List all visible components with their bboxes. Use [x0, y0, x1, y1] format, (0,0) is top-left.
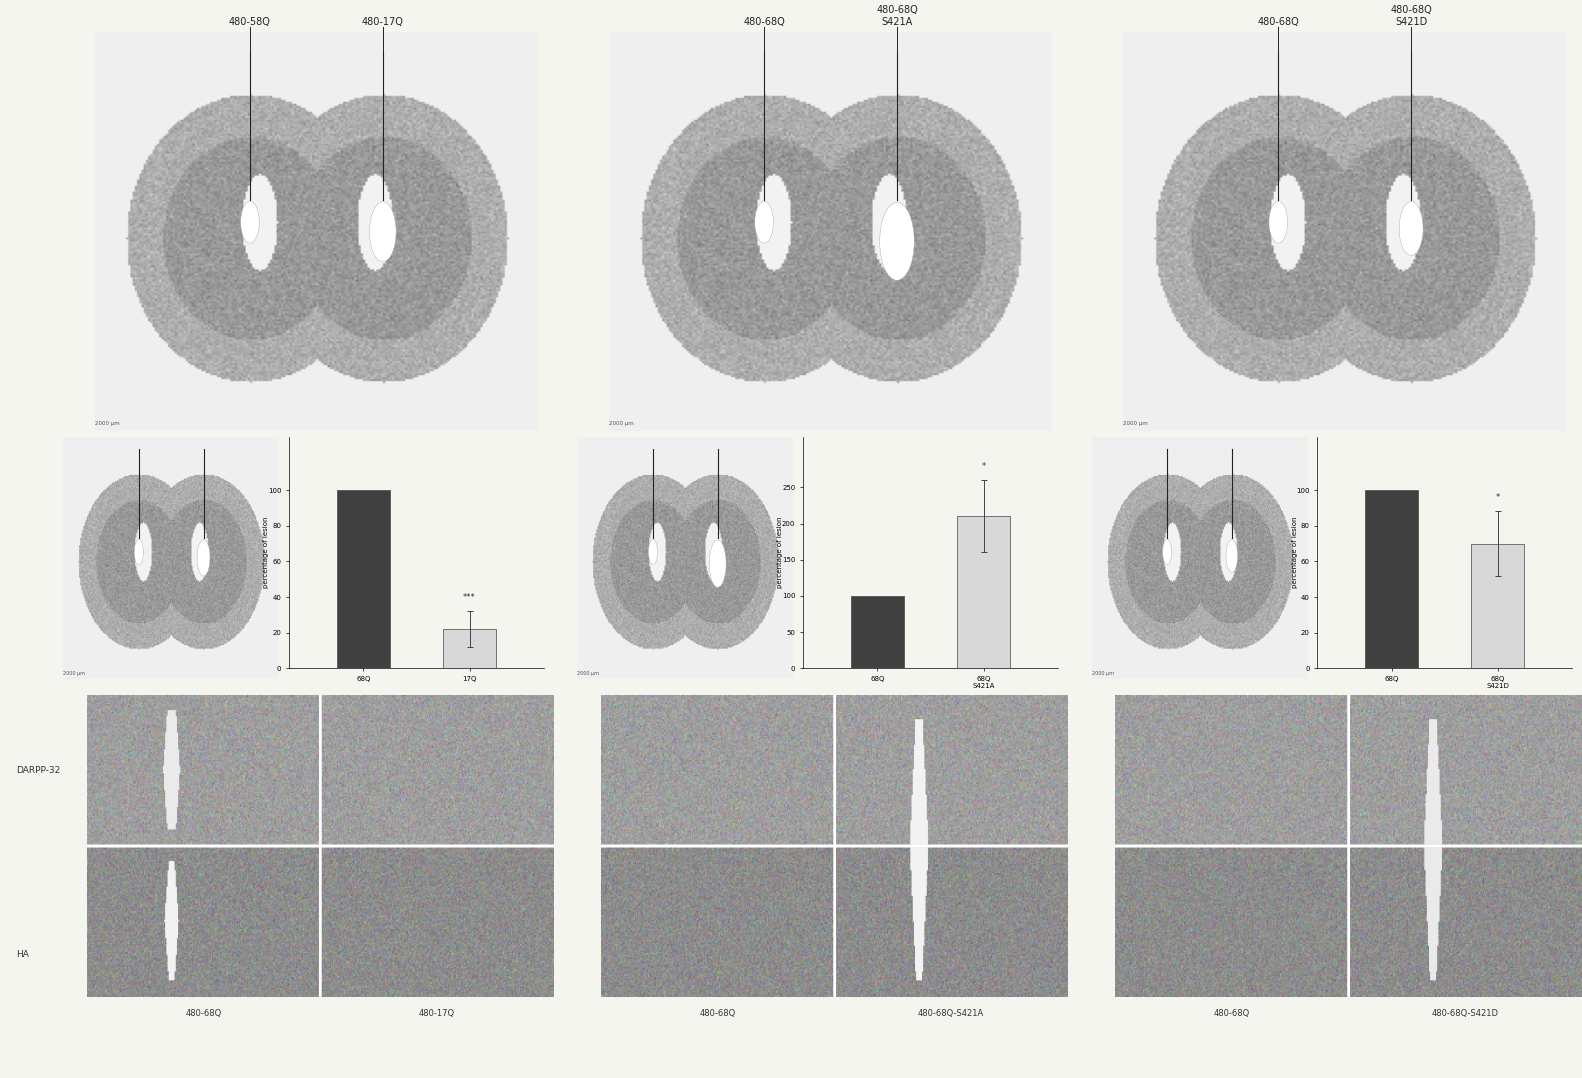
Text: DARPP-32: DARPP-32: [16, 766, 60, 775]
Text: 480-17Q: 480-17Q: [362, 17, 403, 27]
Text: ***: ***: [464, 593, 476, 602]
Ellipse shape: [1398, 202, 1424, 255]
Text: 2000 μm: 2000 μm: [609, 420, 634, 426]
Ellipse shape: [370, 202, 396, 262]
Ellipse shape: [755, 202, 774, 244]
Bar: [1365, 490, 1417, 668]
Ellipse shape: [198, 540, 210, 576]
Text: 2000 μm: 2000 μm: [1123, 420, 1149, 426]
Text: 480-68Q
S421A: 480-68Q S421A: [876, 5, 918, 27]
Ellipse shape: [1163, 539, 1172, 565]
Bar: [957, 516, 1011, 668]
Bar: [337, 490, 389, 668]
Text: 480-68Q: 480-68Q: [185, 1009, 221, 1019]
Text: 480-68Q: 480-68Q: [1258, 17, 1299, 27]
Y-axis label: percentage of lesion: percentage of lesion: [777, 516, 783, 589]
Ellipse shape: [240, 202, 259, 244]
Text: 480-68Q: 480-68Q: [1213, 1009, 1250, 1019]
Text: HA: HA: [16, 950, 28, 958]
Text: 480-68Q
S421D: 480-68Q S421D: [1391, 5, 1432, 27]
Text: *: *: [981, 461, 986, 471]
Text: 480-58Q: 480-58Q: [229, 17, 271, 27]
Text: 480-17Q: 480-17Q: [419, 1009, 456, 1019]
Text: 480-68Q: 480-68Q: [699, 1009, 736, 1019]
Y-axis label: percentage of lesion: percentage of lesion: [1291, 516, 1297, 589]
Text: 480-68Q: 480-68Q: [744, 17, 785, 27]
Text: 2000 μm: 2000 μm: [95, 420, 120, 426]
Ellipse shape: [134, 539, 144, 565]
Bar: [851, 596, 903, 668]
Text: 2000 μm: 2000 μm: [1092, 671, 1114, 676]
Text: *: *: [1495, 494, 1500, 502]
Ellipse shape: [1269, 202, 1288, 244]
Bar: [1471, 543, 1525, 668]
Bar: [443, 630, 497, 668]
Ellipse shape: [1226, 540, 1237, 572]
Text: 2000 μm: 2000 μm: [63, 671, 85, 676]
Text: 2000 μm: 2000 μm: [577, 671, 600, 676]
Text: 480-68Q-S421A: 480-68Q-S421A: [918, 1009, 984, 1019]
Ellipse shape: [649, 539, 658, 565]
Ellipse shape: [880, 203, 914, 280]
Y-axis label: percentage of lesion: percentage of lesion: [263, 516, 269, 589]
Ellipse shape: [709, 540, 726, 588]
Text: 480-68Q-S421D: 480-68Q-S421D: [1432, 1009, 1498, 1019]
